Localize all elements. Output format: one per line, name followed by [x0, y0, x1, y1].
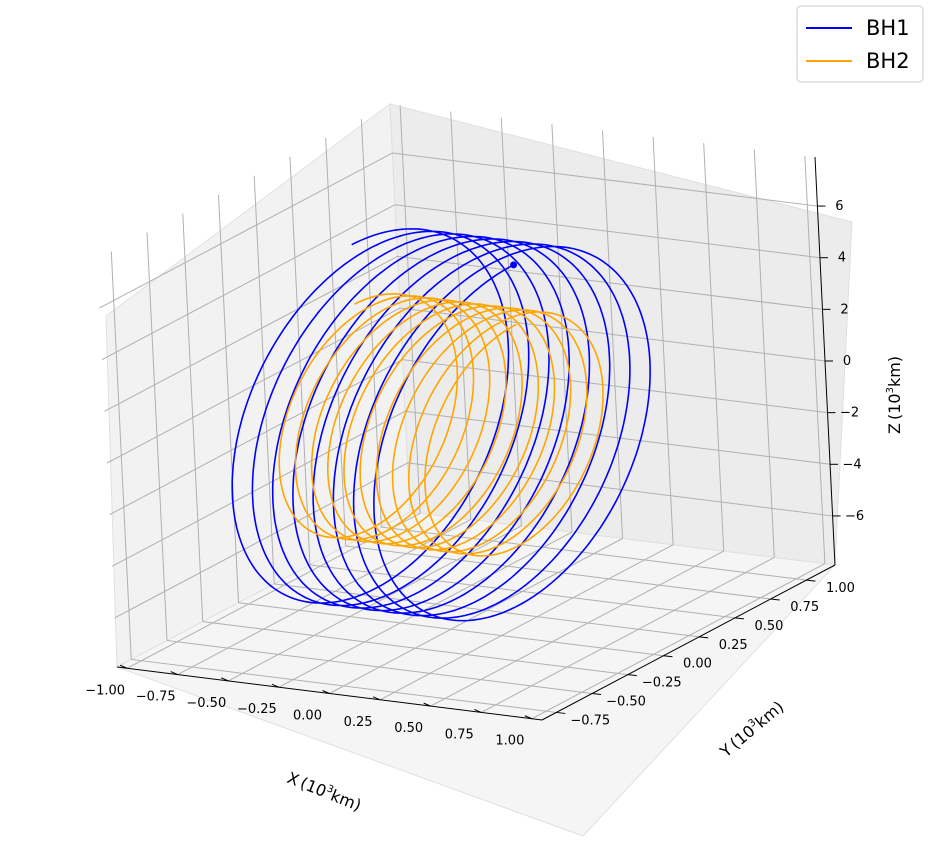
x-tick-label-0: −1.00 [85, 683, 125, 698]
grid-z-4 [104, 255, 823, 412]
z-axis-label: Z (103km) [885, 356, 904, 434]
grid-y-floor-7 [381, 526, 807, 581]
z-tick-label-0: −6 [845, 509, 864, 524]
grid-x-floor-0 [126, 512, 421, 669]
x-tick-mark-8 [524, 715, 533, 720]
x-tick-mark-5 [372, 696, 381, 701]
x-axis-label-base: (10 [297, 773, 329, 801]
grid-x-floor-1 [177, 519, 471, 676]
y-tick-label-3: 0.00 [683, 657, 712, 672]
series-layer [231, 228, 651, 622]
x-tick-label-6: 0.50 [394, 721, 423, 736]
grid-y-floor-1 [166, 640, 593, 695]
z-axis-label-var: Z [885, 423, 904, 434]
grid-y-floor-5 [309, 564, 736, 619]
x-tick-mark-6 [423, 702, 431, 707]
grid-z-1 [111, 410, 831, 567]
grid-z-3 [106, 307, 826, 464]
y-tick-mark-3 [663, 655, 673, 658]
z-tick-label-3: 0 [843, 354, 851, 369]
grid-x-floor-5 [379, 544, 674, 701]
y-tick-mark-5 [734, 617, 745, 620]
y-tick-mark-2 [627, 674, 637, 677]
legend-frame [796, 5, 924, 83]
x-tick-mark-2 [221, 677, 229, 682]
x-tick-label-2: −0.50 [186, 696, 226, 711]
y-tick-label-5: 0.50 [754, 619, 783, 634]
grid-y-floor-6 [345, 545, 771, 600]
grid-x-floor-6 [430, 550, 724, 707]
grid-y-floor-2 [202, 621, 628, 676]
x-tick-label-5: 0.25 [344, 715, 373, 730]
pane-back [389, 103, 853, 566]
grid-x-floor-4 [329, 538, 623, 694]
z-axis-label-tail: km) [885, 356, 904, 387]
grid-z-5 [101, 204, 820, 361]
x-tick-mark-0 [119, 664, 128, 669]
z-axis-label-base: (10 [885, 393, 904, 420]
x-axis-label-tail: km) [328, 786, 364, 815]
legend-label-bh1: BH1 [866, 16, 910, 40]
series-end-marker-bh1 [510, 261, 518, 269]
z-tick-label-5: 4 [838, 251, 846, 266]
y-axis-line [541, 564, 836, 721]
grid-x-floor-7 [481, 556, 775, 713]
y-axis-label: Y(103km) [716, 697, 788, 762]
grid-y-floor-4 [274, 583, 700, 638]
y-tick-label-2: −0.25 [642, 676, 682, 691]
y-tick-mark-0 [556, 711, 566, 714]
x-tick-label-3: −0.25 [237, 702, 277, 717]
x-axis-label-exp: 3 [325, 783, 335, 796]
y-tick-label-1: −0.50 [606, 695, 646, 710]
y-tick-mark-1 [591, 693, 602, 696]
grid-z-0 [114, 462, 833, 619]
z-axis-label-exp: 3 [885, 387, 896, 393]
series-line-bh1 [231, 228, 651, 622]
y-tick-mark-7 [806, 579, 816, 582]
x-tick-mark-3 [271, 683, 280, 688]
x-axis-label: X(103km) [285, 768, 364, 815]
grid-y-floor-0 [131, 658, 557, 713]
y-axis-label-exp: 3 [747, 717, 759, 730]
x-tick-label-7: 0.75 [445, 727, 474, 742]
y-tick-mark-6 [770, 598, 780, 601]
grid-x-floor-8 [531, 563, 826, 720]
z-tick-label-1: −4 [842, 457, 861, 472]
y-tick-label-7: 1.00 [826, 581, 855, 596]
x-tick-label-8: 1.00 [495, 734, 524, 749]
z-tick-label-6: 6 [835, 199, 843, 214]
x-tick-mark-7 [474, 708, 482, 713]
axes [116, 156, 841, 721]
x-tick-label-1: −0.75 [136, 690, 176, 705]
x-tick-mark-1 [170, 671, 178, 676]
y-tick-label-0: −0.75 [570, 713, 610, 728]
y-tick-mark-4 [699, 636, 709, 639]
legend: BH1 BH2 [796, 5, 924, 83]
grid-y-floor-3 [238, 602, 664, 657]
legend-label-bh2: BH2 [866, 49, 910, 73]
z-tick-label-4: 2 [840, 302, 848, 317]
grid-x-floor-2 [228, 525, 522, 682]
x-tick-mark-4 [322, 690, 330, 694]
series-line-bh2 [278, 293, 604, 557]
grid-z-2 [109, 359, 828, 516]
z-tick-label-2: −2 [840, 406, 859, 421]
y-tick-label-6: 0.75 [790, 600, 819, 615]
grid-z-6 [99, 152, 818, 309]
tick-labels: −1.00 −0.75 −0.50 −0.25 0.00 0.25 0.50 0.75 1.00… [85, 199, 864, 749]
x-tick-label-4: 0.00 [293, 709, 322, 724]
y-tick-label-4: 0.25 [719, 638, 748, 653]
